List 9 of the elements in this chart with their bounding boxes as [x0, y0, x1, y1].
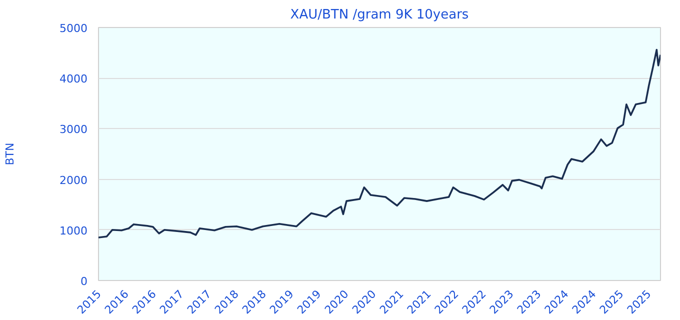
y-tick-label: 2000	[60, 174, 88, 187]
y-tick-label: 5000	[60, 22, 88, 35]
y-tick-label: 4000	[60, 72, 88, 86]
chart-title: XAU/BTN /gram 9K 10years	[290, 8, 469, 22]
y-tick-label: 3000	[60, 123, 88, 136]
line-series	[98, 48, 660, 238]
y-axis-title: BTN	[4, 142, 17, 166]
y-tick-label: 0	[80, 275, 88, 288]
y-tick-label: 1000	[60, 224, 88, 238]
